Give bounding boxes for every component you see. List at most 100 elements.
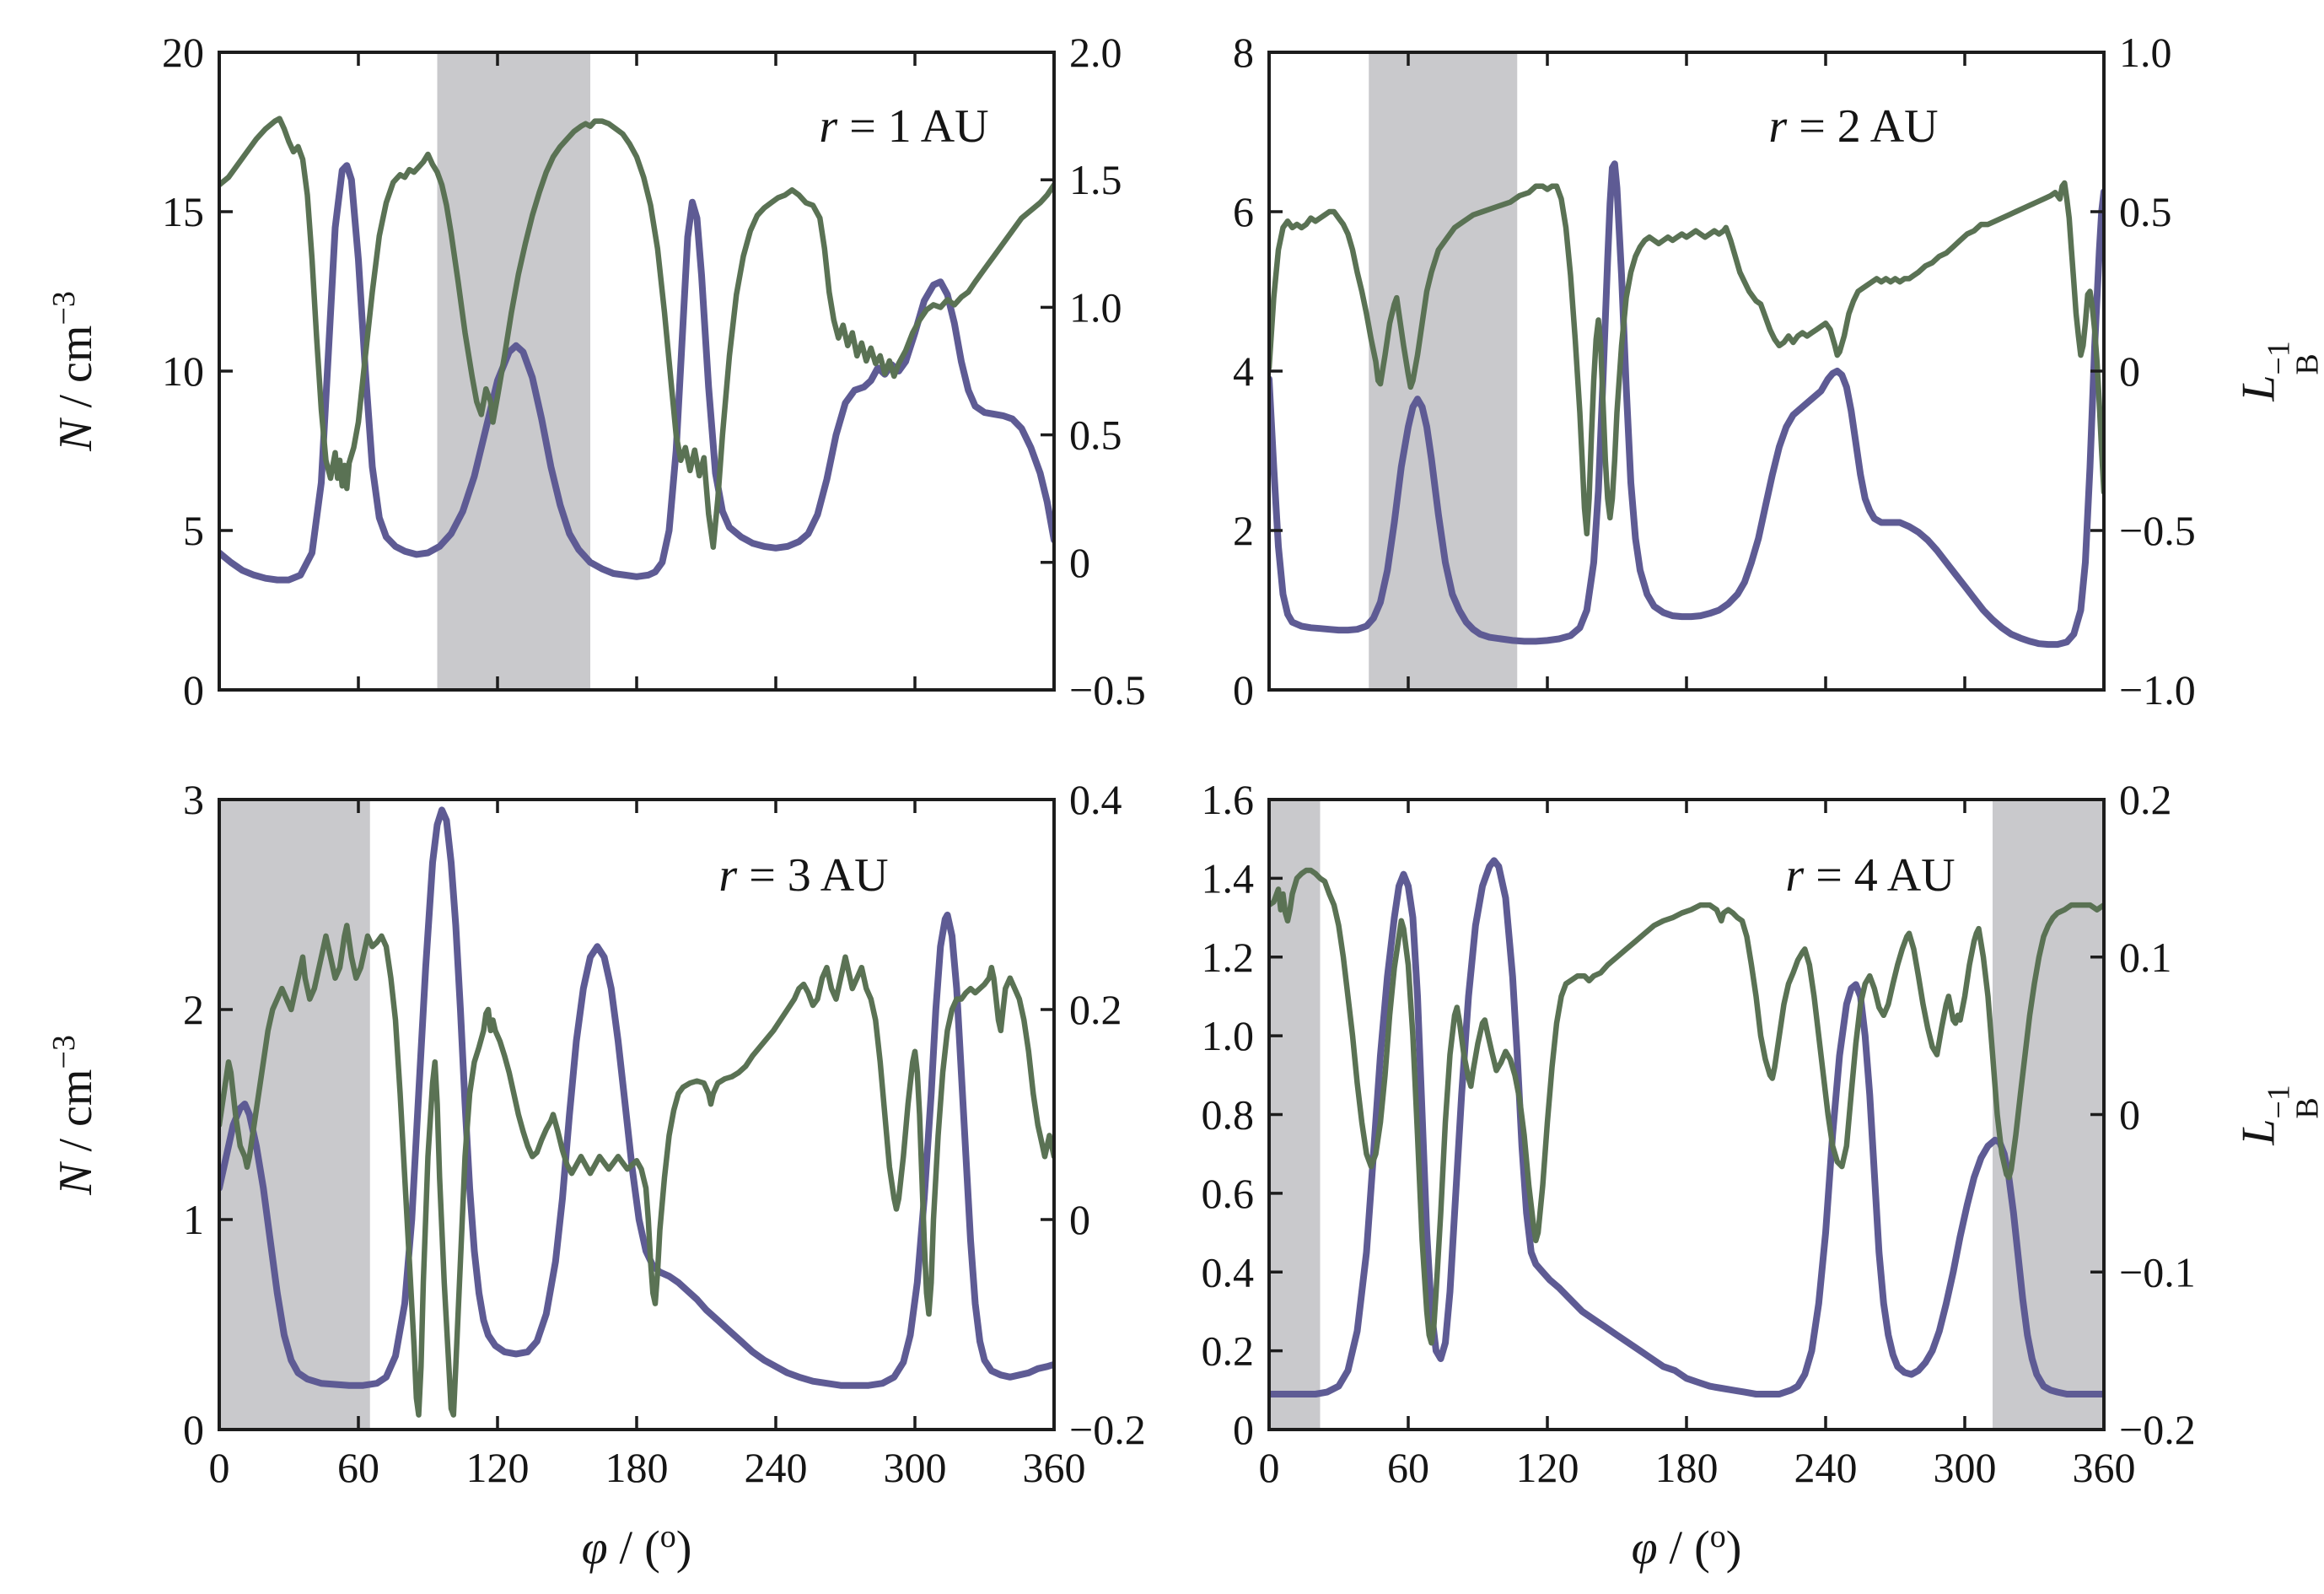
ylabel-unit: / cm — [49, 325, 102, 420]
panel-r2: 0 2 4 6 8 −1.0 −0.5 0 0.5 1.0 — [1233, 29, 2196, 714]
ylabel-subsup: −1 B — [2261, 1085, 2324, 1119]
y-left-tick-label: 20 — [162, 29, 204, 76]
series-LB_inverse — [1269, 867, 2104, 1346]
xlabel-open: / ( — [1657, 1521, 1710, 1575]
y-left-tick-label: 1.4 — [1202, 854, 1255, 902]
xlabel-close: ) — [675, 1521, 692, 1575]
series-LB_inverse — [219, 116, 1054, 550]
y-left-tick-label: 0.2 — [1202, 1327, 1255, 1375]
panel-r3: 0 60 120 180 240 300 360 0 1 2 3 −0.2 0 0.2 0.4 — [183, 776, 1146, 1491]
title-value: = 1 AU — [837, 100, 989, 153]
y-left-tick-label: 0.6 — [1202, 1170, 1255, 1217]
y-right-tick-label: 0 — [1069, 539, 1090, 586]
y-left-tick-label: 0 — [183, 666, 204, 714]
y-left-tick-label: 0 — [1233, 666, 1254, 714]
xlabel-open: / ( — [607, 1521, 660, 1575]
y-right-tick-label: −0.2 — [2119, 1406, 2196, 1453]
y-left-tick-label: 1.2 — [1202, 934, 1255, 981]
ylabel-exponent: −1 — [2261, 1085, 2297, 1119]
title-value: = 2 AU — [1787, 100, 1939, 153]
x-axis-label-right: φ / (o) — [1632, 1518, 1742, 1575]
ylabel-exponent: −3 — [46, 1035, 83, 1069]
x-tick-label: 60 — [337, 1444, 379, 1491]
y-left-tick-label: 15 — [162, 188, 204, 235]
x-tick-label: 300 — [1934, 1444, 1997, 1491]
y-left-tick-label: 0.4 — [1202, 1248, 1255, 1295]
panel-title-r1: r = 1 AU — [819, 100, 988, 153]
xlabel-symbol: φ — [1631, 1521, 1658, 1575]
title-variable: r — [1768, 100, 1788, 153]
y-left-tick-label: 0 — [1233, 1406, 1254, 1453]
x-tick-label: 240 — [745, 1444, 808, 1491]
xlabel-close: ) — [1725, 1521, 1742, 1575]
shaded-band — [437, 52, 590, 690]
ylabel-symbol: L — [2232, 374, 2285, 401]
x-tick-label: 360 — [2073, 1444, 2136, 1491]
y-right-tick-label: −0.2 — [1069, 1406, 1146, 1453]
y-right-tick-label: 0 — [2119, 347, 2140, 395]
shaded-band — [1993, 800, 2104, 1430]
y-left-tick-label: 8 — [1233, 29, 1254, 76]
xlabel-degree: o — [1709, 1519, 1726, 1554]
ylabel-exponent: −3 — [46, 291, 83, 326]
x-tick-label: 360 — [1023, 1444, 1086, 1491]
panel-title-r2: r = 2 AU — [1768, 100, 1938, 153]
y-right-tick-label: 1.0 — [1069, 283, 1122, 331]
y-axis-label-left-row2: N / cm−3 — [46, 1035, 103, 1195]
panel-r4: 0 60 120 180 240 300 360 0 0.2 0.4 0.6 0.8 1.0 1.2 1.4… — [1202, 776, 2196, 1491]
ylabel-exponent: −1 — [2261, 341, 2297, 375]
y-right-tick-label: 0.2 — [1069, 986, 1122, 1033]
y-left-tick-label: 1 — [183, 1196, 204, 1243]
y-right-tick-label: 0 — [1069, 1196, 1090, 1243]
series-N — [219, 162, 1054, 584]
x-tick-label: 0 — [1259, 1444, 1280, 1491]
title-variable: r — [718, 849, 738, 902]
y-axis-label-right-row2: L −1 B — [2231, 1085, 2324, 1145]
axes-spines — [1267, 798, 2106, 1431]
y-axis-label-right-row1: L −1 B — [2231, 341, 2324, 401]
y-right-tick-label: 0.1 — [2119, 934, 2172, 981]
x-axis-label-left: φ / (o) — [582, 1518, 692, 1575]
y-right-tick-label: 0.5 — [2119, 188, 2172, 235]
ylabel-symbol: N — [49, 1163, 102, 1195]
y-left-tick-label: 3 — [183, 776, 204, 823]
y-right-tick-label: 0 — [2119, 1091, 2140, 1139]
x-tick-label: 120 — [466, 1444, 530, 1491]
x-tick-label: 60 — [1387, 1444, 1429, 1491]
x-tick-label: 300 — [884, 1444, 947, 1491]
xlabel-degree: o — [659, 1519, 676, 1554]
ylabel-unit: / cm — [49, 1069, 102, 1164]
y-left-tick-label: 2 — [1233, 507, 1254, 554]
y-left-tick-label: 1.6 — [1202, 776, 1255, 823]
x-tick-label: 0 — [209, 1444, 230, 1491]
y-left-tick-label: 6 — [1233, 188, 1254, 235]
y-left-tick-label: 0 — [183, 1406, 204, 1453]
y-right-tick-label: 0.5 — [1069, 412, 1122, 459]
y-right-tick-label: 0.4 — [1069, 776, 1122, 823]
ylabel-symbol: L — [2232, 1118, 2285, 1145]
panel-title-r3: r = 3 AU — [718, 848, 888, 902]
title-value: = 3 AU — [737, 849, 889, 902]
y-left-tick-label: 10 — [162, 347, 204, 395]
series-N — [1269, 857, 2104, 1397]
panel-title-r4: r = 4 AU — [1785, 848, 1955, 902]
y-right-tick-label: 0.2 — [2119, 776, 2172, 823]
y-left-tick-label: 4 — [1233, 347, 1254, 395]
y-right-tick-label: 2.0 — [1069, 29, 1122, 76]
y-right-tick-label: 1.5 — [1069, 156, 1122, 203]
x-tick-label: 240 — [1794, 1444, 1858, 1491]
series-LB_inverse — [219, 923, 1054, 1418]
xlabel-symbol: φ — [581, 1521, 608, 1575]
y-right-tick-label: −1.0 — [2119, 666, 2196, 714]
title-value: = 4 AU — [1804, 849, 1955, 902]
series-N — [219, 806, 1054, 1389]
ylabel-subscript: B — [2289, 353, 2324, 375]
y-axis-label-left-row1: N / cm−3 — [46, 291, 103, 451]
y-left-tick-label: 0.8 — [1202, 1091, 1255, 1139]
y-right-tick-label: −0.1 — [2119, 1248, 2196, 1295]
y-left-tick-label: 1.0 — [1202, 1012, 1255, 1059]
y-left-tick-label: 5 — [183, 507, 204, 554]
x-tick-label: 120 — [1516, 1444, 1579, 1491]
